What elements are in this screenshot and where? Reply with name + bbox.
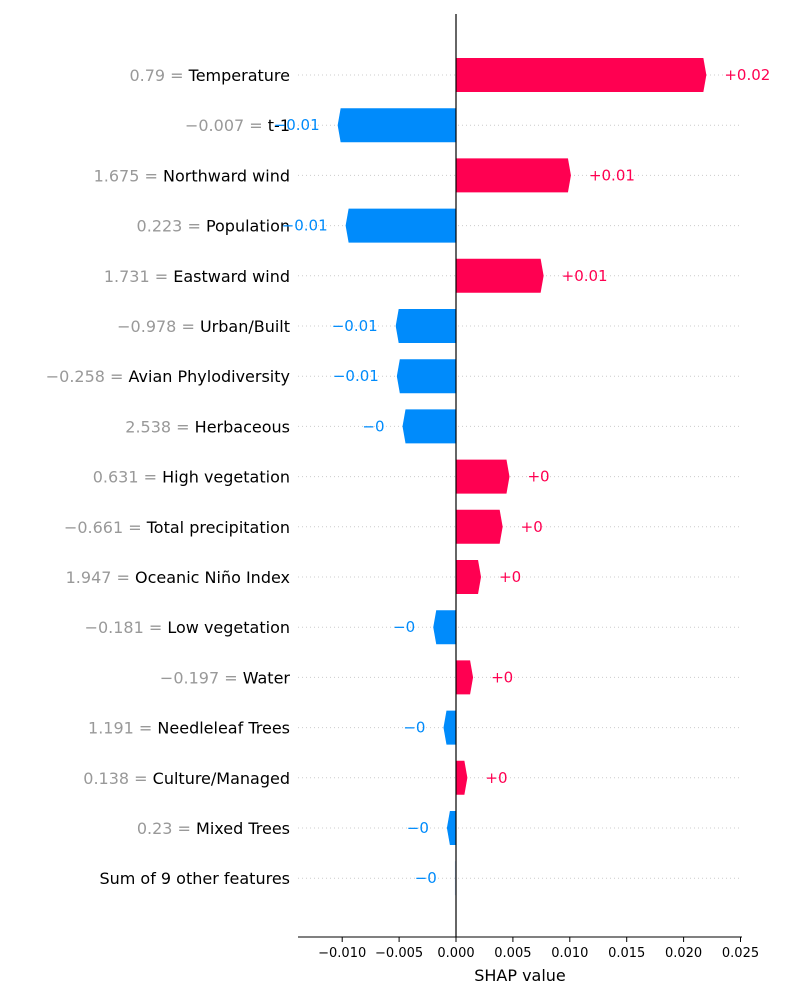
feature-name: Needleleaf Trees <box>157 719 290 738</box>
feature-name: Total precipitation <box>146 518 290 537</box>
feature-name: Northward wind <box>163 166 290 185</box>
data-label: −0.01 <box>333 367 379 385</box>
feature-label: 0.223 = Population <box>137 217 290 236</box>
feature-name: Avian Phylodiversity <box>129 367 290 386</box>
data-label: +0 <box>521 518 543 536</box>
feature-value: 0.223 = <box>137 217 206 236</box>
x-tick-label: 0.015 <box>608 946 645 961</box>
data-label: −0 <box>407 819 429 837</box>
feature-name: Low vegetation <box>167 618 290 637</box>
feature-value: 0.138 = <box>83 769 152 788</box>
data-label: −0 <box>403 719 425 737</box>
feature-label: 0.138 = Culture/Managed <box>83 769 290 788</box>
feature-name: Population <box>206 217 290 236</box>
feature-value: 1.675 = <box>94 166 163 185</box>
feature-value: 1.731 = <box>104 267 173 286</box>
bar-northward-wind <box>456 158 571 193</box>
data-label: −0.01 <box>274 116 320 134</box>
feature-label: 2.538 = Herbaceous <box>125 417 290 436</box>
feature-label: −0.181 = Low vegetation <box>85 618 290 637</box>
feature-name: Eastward wind <box>173 267 290 286</box>
x-tick-label: 0.005 <box>494 946 531 961</box>
bar-culture-managed <box>456 760 468 795</box>
feature-label: −0.007 = t-1 <box>185 116 290 135</box>
feature-label: 0.631 = High vegetation <box>93 468 290 487</box>
data-label: −0 <box>393 618 415 636</box>
x-axis: −0.010 −0.005 0.000 0.005 0.010 0.015 0.020 0.0… <box>298 936 759 961</box>
feature-name: Herbaceous <box>195 417 290 436</box>
feature-label: 1.675 = Northward wind <box>94 166 290 185</box>
feature-name: High vegetation <box>162 468 290 487</box>
bar-total-precipitation <box>456 509 503 544</box>
bar-population <box>345 208 456 243</box>
bar-mixed-trees <box>446 811 456 845</box>
feature-value: −0.661 = <box>64 518 147 537</box>
bar-needleleaf-trees <box>443 710 456 745</box>
feature-label: 0.23 = Mixed Trees <box>137 819 290 838</box>
feature-value: −0.007 = <box>185 116 268 135</box>
data-label: −0.01 <box>332 317 378 335</box>
data-label: +0.02 <box>724 66 770 84</box>
feature-name: Water <box>243 668 291 687</box>
feature-name: Sum of 9 other features <box>99 869 290 888</box>
feature-label: −0.661 = Total precipitation <box>64 518 290 537</box>
bar-herbaceous <box>402 409 456 444</box>
data-label: +0 <box>499 568 521 586</box>
bar-avian-phylodiversity <box>396 359 456 394</box>
bar-urban-built <box>395 309 456 343</box>
x-tick-label: 0.025 <box>722 946 759 961</box>
x-tick-label: −0.010 <box>318 946 366 961</box>
bar-high-vegetation <box>456 459 510 494</box>
feature-name: Mixed Trees <box>196 819 290 838</box>
feature-value: 1.947 = <box>66 568 135 587</box>
feature-name: Urban/Built <box>200 317 290 336</box>
feature-label: −0.197 = Water <box>160 668 291 687</box>
bar-t-1 <box>337 108 456 143</box>
feature-value: −0.197 = <box>160 668 243 687</box>
data-label: −0 <box>362 417 384 435</box>
feature-label: Sum of 9 other features <box>99 869 290 888</box>
grid-lines <box>298 74 740 879</box>
feature-label: 0.79 = Temperature <box>129 66 290 85</box>
data-labels: +0.02 −0.01 +0.01 −0.01 +0.01 −0.01 −0.01 −0 +0 +… <box>274 66 771 887</box>
feature-value: 0.23 = <box>137 819 196 838</box>
feature-value: 0.631 = <box>93 468 162 487</box>
x-tick-label: −0.005 <box>375 946 423 961</box>
data-label: +0 <box>491 668 513 686</box>
feature-value: −0.181 = <box>85 618 168 637</box>
feature-value: 2.538 = <box>125 417 194 436</box>
data-label: −0.01 <box>282 217 328 235</box>
bar-eastward-wind <box>456 258 544 293</box>
feature-label: −0.258 = Avian Phylodiversity <box>46 367 290 386</box>
feature-value: 0.79 = <box>129 66 188 85</box>
feature-label: 1.731 = Eastward wind <box>104 267 290 286</box>
data-label: +0 <box>485 769 507 787</box>
feature-value: −0.258 = <box>46 367 129 386</box>
feature-name: Oceanic Niño Index <box>135 568 290 587</box>
x-axis-label: SHAP value <box>474 966 566 985</box>
x-tick-label: 0.020 <box>665 946 702 961</box>
bar-oceanic-ni-o-index <box>456 560 482 594</box>
x-tick-label: 0.000 <box>437 946 474 961</box>
feature-value: −0.978 = <box>117 317 200 336</box>
feature-name: Temperature <box>188 66 290 85</box>
feature-label: −0.978 = Urban/Built <box>117 317 290 336</box>
bars <box>337 58 707 896</box>
data-label: +0.01 <box>562 267 608 285</box>
bar-low-vegetation <box>433 610 456 645</box>
feature-value: 1.191 = <box>88 719 157 738</box>
x-tick-label: 0.010 <box>551 946 588 961</box>
feature-name: Culture/Managed <box>153 769 290 788</box>
data-label: −0 <box>415 869 437 887</box>
feature-labels: 0.79 = Temperature −0.007 = t-1 1.675 = No… <box>46 66 291 888</box>
feature-label: 1.947 = Oceanic Niño Index <box>66 568 290 587</box>
data-label: +0 <box>527 468 549 486</box>
feature-name: t-1 <box>268 116 290 135</box>
feature-label: 1.191 = Needleleaf Trees <box>88 719 290 738</box>
data-label: +0.01 <box>589 166 635 184</box>
bar-temperature <box>456 58 707 92</box>
bar-water <box>456 660 474 695</box>
